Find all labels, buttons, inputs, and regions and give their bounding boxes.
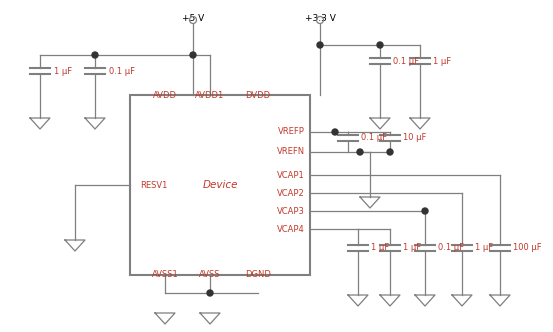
Text: VCAP2: VCAP2 [277, 189, 305, 198]
Text: DVDD: DVDD [246, 91, 270, 100]
Text: 1 μF: 1 μF [433, 56, 451, 65]
Text: DGND: DGND [245, 270, 271, 279]
Text: 100 μF: 100 μF [513, 243, 541, 253]
Circle shape [387, 149, 393, 155]
Text: VCAP4: VCAP4 [277, 224, 305, 233]
Text: 1 μF: 1 μF [371, 243, 389, 253]
Bar [130, 95, 310, 275]
Circle shape [377, 42, 383, 48]
Circle shape [317, 42, 323, 48]
Text: 0.1 μF: 0.1 μF [109, 66, 135, 75]
Circle shape [332, 129, 338, 135]
Text: AVSS: AVSS [199, 270, 221, 279]
Text: +5 V: +5 V [182, 14, 204, 23]
Text: AVDD: AVDD [153, 91, 177, 100]
Circle shape [207, 290, 213, 296]
Circle shape [357, 149, 363, 155]
Circle shape [422, 208, 428, 214]
Text: VREFN: VREFN [277, 147, 305, 156]
Text: VCAP3: VCAP3 [277, 207, 305, 215]
Text: 0.1 μF: 0.1 μF [393, 56, 419, 65]
Text: AVSS1: AVSS1 [152, 270, 179, 279]
Circle shape [190, 52, 196, 58]
Text: VREFP: VREFP [278, 127, 305, 136]
Text: Device: Device [202, 180, 238, 190]
Text: VCAP1: VCAP1 [277, 171, 305, 180]
Circle shape [92, 52, 98, 58]
Text: 10 μF: 10 μF [403, 132, 426, 141]
Text: RESV1: RESV1 [140, 181, 168, 190]
Text: 1 μF: 1 μF [475, 243, 493, 253]
Text: 1 μF: 1 μF [403, 243, 421, 253]
Text: 1 μF: 1 μF [54, 66, 72, 75]
Text: +3.3 V: +3.3 V [305, 14, 336, 23]
Text: AVDD1: AVDD1 [195, 91, 225, 100]
Text: 0.1 μF: 0.1 μF [438, 243, 464, 253]
Text: 0.1 μF: 0.1 μF [361, 132, 387, 141]
